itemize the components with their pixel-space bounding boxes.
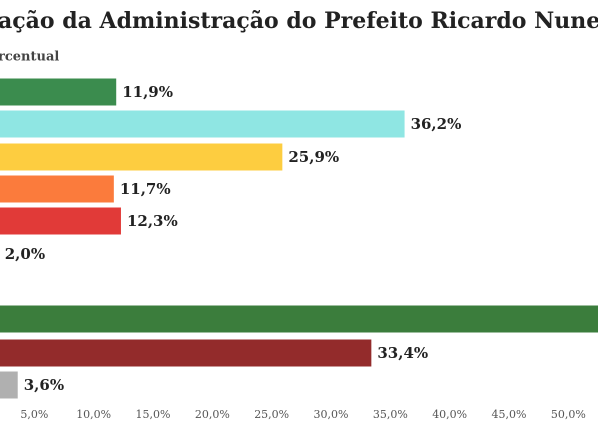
data-label: 36,2%	[411, 115, 462, 133]
bar	[0, 371, 18, 399]
x-tick-label: 30,0%	[314, 408, 349, 421]
chart-subtitle: rcentual	[0, 50, 59, 65]
data-label: 11,7%	[120, 180, 171, 198]
bar	[0, 175, 114, 203]
x-tick-label: 35,0%	[373, 408, 408, 421]
bar	[0, 110, 405, 138]
bar	[0, 143, 283, 171]
x-tick-label: 25,0%	[254, 408, 289, 421]
x-tick-label: 45,0%	[492, 408, 527, 421]
data-label: 25,9%	[288, 148, 339, 166]
data-label: 3,6%	[24, 376, 64, 394]
bar	[0, 78, 117, 106]
data-label: 11,9%	[122, 83, 173, 101]
data-label: 2,0%	[5, 245, 45, 263]
x-tick-label: 15,0%	[136, 408, 171, 421]
bar	[0, 207, 121, 235]
x-tick-label: 10,0%	[76, 408, 111, 421]
data-label: 33,4%	[377, 344, 428, 362]
bar	[0, 339, 372, 367]
x-tick-label: 50,0%	[551, 408, 586, 421]
data-label: 12,3%	[127, 212, 178, 230]
x-tick-label: 40,0%	[432, 408, 467, 421]
chart-title: ação da Administração do Prefeito Ricard…	[0, 8, 598, 34]
x-tick-label: 5,0%	[20, 408, 48, 421]
x-tick-label: 20,0%	[195, 408, 230, 421]
bar	[0, 305, 598, 333]
